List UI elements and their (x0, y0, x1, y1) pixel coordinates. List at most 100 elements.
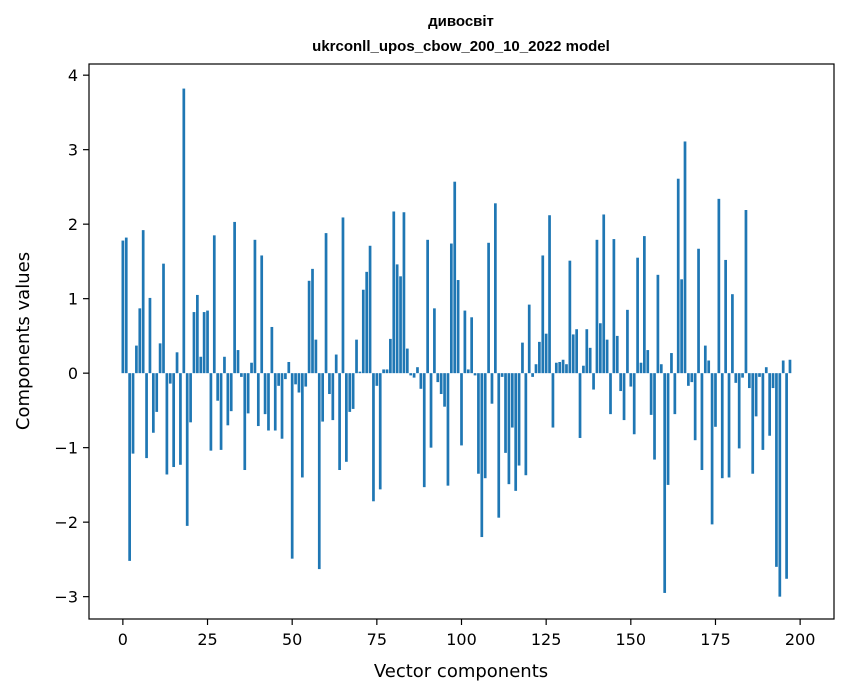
bar (538, 341, 541, 374)
bar (202, 312, 206, 374)
bar (284, 373, 287, 380)
bar (507, 373, 511, 485)
bar (494, 203, 497, 374)
bar (737, 373, 741, 449)
bar (365, 271, 369, 374)
bar (764, 367, 768, 374)
bar (510, 373, 514, 428)
bar (480, 373, 484, 538)
bar (778, 373, 782, 597)
y-axis-label: Components values (13, 252, 34, 430)
bar (747, 373, 751, 389)
bar (548, 215, 551, 374)
y-axis-ticks: −3 −2 −1 0 1 2 3 4 (54, 66, 89, 607)
bar (656, 274, 660, 374)
y-tick-label: 3 (68, 141, 78, 160)
bar (409, 373, 413, 376)
bar (223, 356, 226, 374)
bar (578, 373, 582, 438)
bar (158, 343, 162, 374)
bar (324, 233, 328, 374)
bars-group (121, 88, 792, 597)
bar (399, 276, 402, 374)
x-tick-label: 200 (785, 630, 816, 649)
bar (751, 373, 755, 474)
bar (565, 364, 568, 374)
bar (531, 373, 534, 377)
bar (297, 373, 301, 393)
bar (707, 360, 711, 374)
bar (697, 248, 700, 374)
bar (233, 221, 236, 374)
x-tick-label: 175 (700, 630, 731, 649)
x-axis-ticks: 0 25 50 75 100 125 150 175 200 (118, 619, 816, 649)
bar (781, 360, 785, 374)
bar (372, 373, 375, 502)
bar (270, 326, 274, 374)
bar (670, 353, 673, 374)
bar (436, 373, 440, 383)
bar (629, 373, 633, 387)
bar (229, 373, 233, 412)
bar (294, 373, 297, 385)
bar (609, 373, 612, 415)
bar (460, 373, 463, 446)
bar (148, 297, 152, 374)
bar (151, 373, 155, 433)
bar (490, 373, 494, 404)
bar (138, 308, 142, 374)
bar (192, 312, 196, 374)
bar (168, 373, 172, 384)
bar (321, 373, 325, 422)
bar (551, 373, 555, 428)
bar (256, 373, 260, 427)
bar (240, 373, 243, 377)
bar (348, 373, 352, 412)
bar (179, 373, 182, 465)
x-tick-label: 100 (446, 630, 477, 649)
bar (219, 373, 223, 450)
x-tick-label: 25 (197, 630, 217, 649)
bar (659, 364, 663, 374)
bar (588, 347, 592, 374)
bar (477, 373, 480, 474)
bar (605, 339, 609, 374)
bar (345, 373, 348, 462)
bar (378, 373, 382, 490)
bar (165, 373, 169, 475)
bar (175, 352, 179, 374)
bar (710, 373, 714, 525)
bar (622, 373, 626, 421)
bar (714, 373, 717, 427)
bar (338, 373, 341, 471)
bar (392, 211, 396, 374)
bar (619, 373, 623, 392)
bar (141, 230, 145, 374)
bar (700, 373, 704, 471)
bar (497, 373, 501, 518)
bar (145, 373, 148, 459)
bar (155, 373, 159, 412)
bar (355, 339, 358, 374)
bar (206, 310, 209, 374)
bar (758, 373, 761, 377)
bar (304, 373, 308, 387)
bar (466, 369, 470, 374)
bar (172, 373, 176, 468)
bar (236, 350, 240, 374)
bar (602, 214, 606, 374)
bar (250, 362, 253, 374)
bar (331, 373, 335, 421)
bar (734, 373, 738, 383)
bar (226, 373, 230, 426)
bar (521, 342, 524, 374)
bar (361, 289, 365, 374)
bar (534, 364, 538, 374)
bar (358, 371, 362, 374)
bar (693, 373, 697, 441)
bar (162, 263, 165, 374)
y-tick-label: 2 (68, 215, 78, 234)
bar (311, 268, 314, 374)
bar (263, 373, 267, 415)
y-tick-label: −2 (54, 513, 78, 532)
